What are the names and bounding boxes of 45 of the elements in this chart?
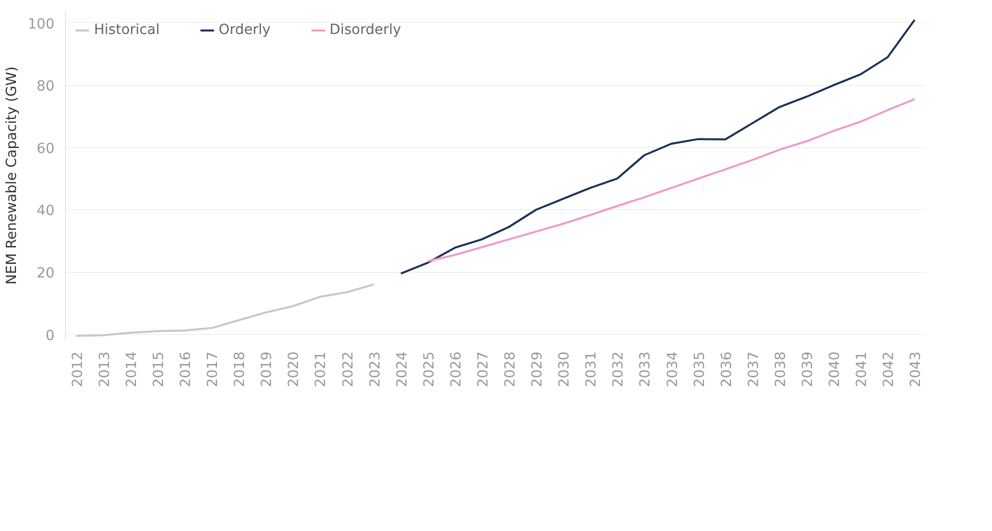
x-tick-label: 2027	[475, 351, 492, 388]
x-tick-label: 2019	[259, 351, 276, 388]
x-tick-label: 2020	[286, 351, 302, 388]
x-tick-label: 2025	[421, 351, 438, 388]
x-tick-label: 2041	[854, 351, 870, 388]
y-tick-label: 0	[46, 328, 55, 344]
x-tick-label: 2038	[772, 351, 789, 388]
x-tick-label: 2017	[205, 351, 222, 388]
x-tick-label: 2018	[232, 351, 248, 388]
x-tick-label: 2035	[692, 351, 708, 388]
x-tick-label: 2031	[584, 351, 600, 388]
x-tick-label: 2043	[908, 351, 924, 388]
legend-label: Disorderly	[330, 22, 402, 38]
legend-label: Orderly	[218, 22, 271, 38]
y-axis-title: NEM Renewable Capacity (GW)	[4, 66, 20, 285]
y-tick-label: 80	[36, 78, 55, 95]
y-tick-label: 40	[36, 203, 55, 220]
line-series	[75, 283, 375, 337]
line-series	[400, 18, 916, 275]
x-tick-label: 2030	[556, 351, 573, 388]
x-tick-label: 2036	[718, 351, 735, 388]
x-tick-label: 2029	[530, 351, 546, 388]
x-tick-label: 2034	[664, 351, 681, 388]
y-tick-label: 60	[36, 140, 55, 157]
x-tick-label: 2013	[96, 351, 113, 388]
x-tick-label: 2042	[881, 351, 898, 388]
x-tick-label: 2014	[124, 351, 140, 388]
x-tick-label: 2021	[313, 351, 330, 388]
legend-label: Historical	[94, 22, 160, 38]
x-tick-label: 2028	[502, 351, 519, 388]
x-tick-label: 2024	[394, 351, 410, 388]
x-tick-label: 2022	[340, 351, 356, 388]
x-tick-label: 2039	[800, 351, 816, 388]
x-tick-label: 2026	[448, 351, 464, 388]
line-series	[426, 98, 916, 262]
x-tick-label: 2023	[367, 351, 384, 388]
y-tick-label: 20	[36, 266, 55, 282]
x-tick-label: 2033	[638, 351, 654, 388]
x-tick-label: 2032	[610, 351, 627, 388]
x-tick-label: 2016	[178, 351, 194, 388]
y-tick-label: 100	[28, 16, 55, 32]
x-tick-label: 2037	[746, 351, 762, 388]
x-tick-label: 2040	[827, 351, 844, 388]
x-tick-label: 2015	[150, 351, 167, 388]
x-tick-label: 2012	[70, 351, 86, 388]
